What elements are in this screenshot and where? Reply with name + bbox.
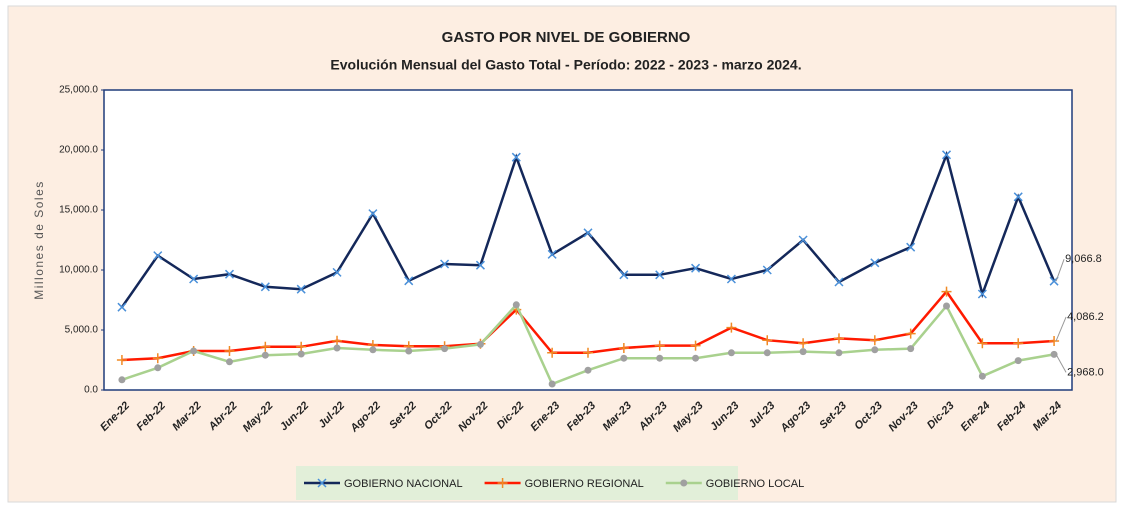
marker	[978, 372, 986, 380]
legend-label: GOBIERNO REGIONAL	[525, 478, 644, 490]
marker	[798, 338, 809, 349]
marker	[941, 150, 952, 160]
marker	[332, 335, 343, 346]
marker	[907, 345, 915, 353]
marker	[548, 380, 556, 388]
data-label: 4,086.2	[1067, 311, 1104, 323]
marker	[1013, 192, 1023, 202]
marker	[1049, 335, 1060, 346]
marker	[690, 340, 701, 351]
marker	[727, 349, 735, 357]
marker	[798, 235, 808, 245]
marker	[224, 346, 235, 356]
marker	[1050, 350, 1058, 358]
marker	[618, 343, 629, 353]
marker	[656, 354, 664, 362]
marker	[547, 347, 558, 358]
marker	[260, 341, 271, 352]
leader-line	[1055, 354, 1067, 373]
marker	[726, 274, 736, 284]
marker	[224, 269, 235, 279]
y-tick-label: 0.0	[84, 385, 98, 396]
legend-label: GOBIERNO NACIONAL	[344, 478, 463, 490]
marker	[763, 349, 771, 357]
marker	[405, 347, 413, 355]
marker	[333, 344, 341, 352]
marker	[833, 333, 844, 344]
y-axis-label: Millones de Soles	[32, 180, 46, 300]
marker	[368, 209, 378, 219]
leader-line	[1055, 259, 1065, 282]
marker	[977, 289, 987, 299]
marker	[116, 355, 127, 365]
marker	[152, 353, 163, 364]
marker	[692, 354, 700, 362]
plot-area	[103, 89, 1073, 391]
marker	[117, 302, 127, 312]
data-label: 2,968.0	[1067, 366, 1104, 378]
marker	[869, 335, 880, 346]
marker	[906, 242, 916, 252]
marker	[583, 347, 593, 358]
y-tick-label: 25,000.0	[59, 85, 98, 96]
marker	[726, 322, 737, 333]
marker	[475, 260, 485, 270]
marker	[941, 286, 952, 297]
marker	[296, 284, 306, 294]
y-tick-label: 20,000.0	[59, 145, 98, 156]
marker	[512, 301, 520, 309]
marker	[369, 346, 377, 354]
marker	[497, 478, 508, 488]
marker	[870, 258, 880, 268]
marker	[620, 354, 628, 362]
marker	[583, 228, 593, 238]
marker	[977, 338, 988, 349]
y-tick-label: 15,000.0	[59, 205, 98, 216]
marker	[511, 152, 521, 162]
marker	[440, 259, 450, 269]
marker	[441, 345, 449, 353]
y-tick-label: 5,000.0	[65, 325, 99, 336]
marker	[680, 479, 688, 487]
marker	[476, 340, 484, 348]
marker	[1014, 357, 1022, 365]
chart-title: GASTO POR NIVEL DE GOBIERNO	[442, 29, 691, 46]
y-tick-label: 10,000.0	[59, 265, 98, 276]
marker	[871, 346, 879, 354]
marker	[619, 270, 629, 280]
marker	[225, 358, 233, 366]
legend-label: GOBIERNO LOCAL	[706, 478, 804, 490]
marker	[799, 348, 807, 356]
marker	[835, 349, 843, 357]
marker	[154, 364, 162, 372]
data-label: 9,066.8	[1065, 253, 1102, 265]
marker	[905, 328, 916, 339]
marker	[762, 335, 773, 346]
marker	[1013, 338, 1024, 349]
marker	[189, 274, 199, 284]
marker	[261, 351, 269, 359]
marker	[296, 341, 307, 352]
marker	[547, 249, 557, 259]
chart-subtitle: Evolución Mensual del Gasto Total - Perí…	[330, 57, 801, 73]
marker	[762, 265, 772, 275]
marker	[943, 302, 951, 310]
leader-line	[1055, 316, 1067, 342]
marker	[118, 376, 126, 384]
marker	[834, 277, 844, 287]
marker	[404, 276, 414, 286]
marker	[654, 340, 665, 351]
marker	[317, 478, 327, 488]
marker	[153, 251, 163, 261]
marker	[584, 366, 592, 374]
marker	[190, 347, 198, 355]
marker	[297, 350, 305, 358]
marker	[691, 263, 701, 273]
marker	[260, 282, 270, 292]
marker	[655, 270, 665, 280]
marker	[332, 267, 342, 277]
